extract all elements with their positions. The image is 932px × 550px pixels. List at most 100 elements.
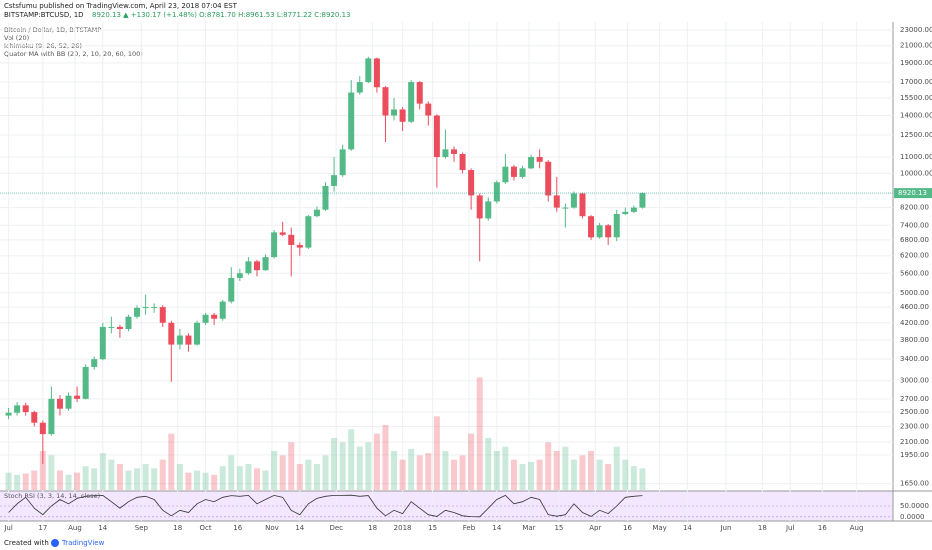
- x-tick-label: 14: [492, 524, 501, 532]
- x-tick-label: 15: [554, 524, 563, 532]
- candle-body: [545, 161, 552, 196]
- y-tick-label: 4200.00: [900, 319, 929, 327]
- candle-body: [253, 261, 260, 271]
- stoch-tick-label: 50.0000: [900, 502, 929, 510]
- volume-bar: [91, 468, 98, 490]
- volume-bar: [116, 464, 123, 490]
- candle-body: [211, 314, 218, 319]
- x-tick-label: 18: [368, 524, 377, 532]
- volume-bar: [168, 433, 175, 490]
- x-tick-label: Mar: [522, 524, 535, 532]
- volume-bar: [562, 446, 569, 490]
- footer-brand: TradingView: [61, 539, 105, 547]
- volume-bar: [348, 429, 355, 490]
- volume-bar: [416, 455, 423, 490]
- volume-bar: [553, 451, 560, 490]
- volume-bar: [510, 459, 517, 490]
- candle-body: [134, 307, 141, 317]
- candle-body: [91, 359, 98, 367]
- last-price-box: [894, 188, 932, 199]
- candle-body: [202, 314, 209, 323]
- candle-body: [613, 214, 620, 238]
- volume-bar: [245, 464, 252, 490]
- candle-body: [553, 195, 560, 208]
- y-tick-label: 8200.00: [900, 204, 929, 212]
- volume-bar: [125, 470, 132, 490]
- y-tick-label: 19000.00: [900, 59, 932, 67]
- candle-body: [322, 185, 329, 210]
- candle-body: [305, 216, 312, 248]
- volume-bar: [630, 466, 637, 490]
- candle-body: [459, 153, 466, 171]
- volume-bar: [356, 446, 363, 490]
- y-tick-label: 1950.00: [900, 451, 929, 459]
- volume-bar: [322, 455, 329, 490]
- candle-body: [365, 58, 372, 83]
- volume-bar: [639, 468, 646, 490]
- candle-body: [331, 175, 338, 186]
- candle-body: [339, 149, 346, 176]
- volume-bar: [485, 438, 492, 490]
- candle-body: [570, 193, 577, 208]
- volume-bar: [262, 470, 269, 490]
- candle-body: [65, 395, 72, 409]
- x-tick-label: May: [652, 524, 666, 532]
- y-tick-label: 7400.00: [900, 221, 929, 229]
- candle-body: [313, 209, 320, 217]
- candle-body: [288, 234, 295, 245]
- candle-body: [74, 395, 81, 399]
- logo: [51, 539, 59, 547]
- volume-bar: [271, 451, 278, 490]
- candle-body: [391, 109, 398, 116]
- y-tick-label: 14000.00: [900, 112, 932, 120]
- volume-bar: [391, 451, 398, 490]
- volume-bar: [48, 455, 55, 490]
- y-tick-label: 2100.00: [900, 438, 929, 446]
- candle-body: [425, 103, 432, 116]
- y-tick-label: 4600.00: [900, 303, 929, 311]
- volume-bar: [493, 451, 500, 490]
- candle-body: [14, 405, 21, 413]
- candle-body: [185, 335, 192, 345]
- candle-body: [219, 301, 226, 319]
- candle-body: [142, 307, 149, 309]
- volume-bar: [339, 442, 346, 490]
- candle-body: [605, 225, 612, 238]
- volume-bar: [528, 461, 535, 490]
- candle-body: [579, 193, 586, 217]
- y-tick-label: 6800.00: [900, 236, 929, 244]
- volume-bar: [236, 466, 243, 490]
- volume-bar: [5, 472, 12, 490]
- volume: [5, 377, 646, 490]
- candle-body: [348, 92, 355, 150]
- candle-body: [519, 168, 526, 177]
- candle-body: [510, 166, 517, 177]
- candle-body: [468, 170, 475, 196]
- volume-bar: [313, 464, 320, 490]
- y-tick-label: 12500.00: [900, 131, 932, 139]
- footer-created: Created with: [4, 539, 49, 547]
- y-tick-label: 3800.00: [900, 336, 929, 344]
- y-tick-label: 3400.00: [900, 355, 929, 363]
- candle-body: [22, 405, 29, 413]
- x-tick-label: Apr: [589, 524, 601, 532]
- candle-body: [622, 211, 629, 215]
- publisher: Cstsfumu published on TradingView.com, A…: [4, 2, 238, 10]
- volume-bar: [151, 468, 158, 490]
- y-tick-label: 10000.00: [900, 169, 932, 177]
- candle-body: [262, 257, 269, 271]
- stoch-label: Stoch RSI (3, 3, 14, 14, close): [4, 492, 100, 500]
- candle-body: [562, 207, 569, 209]
- volume-bar: [622, 459, 629, 490]
- candle-body: [116, 326, 123, 330]
- x-tick-label: 14: [98, 524, 107, 532]
- candle-body: [536, 157, 543, 162]
- candle-body: [450, 149, 457, 154]
- candle-body: [528, 157, 535, 169]
- candle-body: [502, 166, 509, 183]
- volume-bar: [65, 474, 72, 490]
- x-tick-label: Nov: [265, 524, 279, 532]
- y-tick-label: 5000.00: [900, 289, 929, 297]
- symbol: BITSTAMP:BTCUSD, 1D: [4, 11, 84, 19]
- x-tick-label: Aug: [68, 524, 82, 532]
